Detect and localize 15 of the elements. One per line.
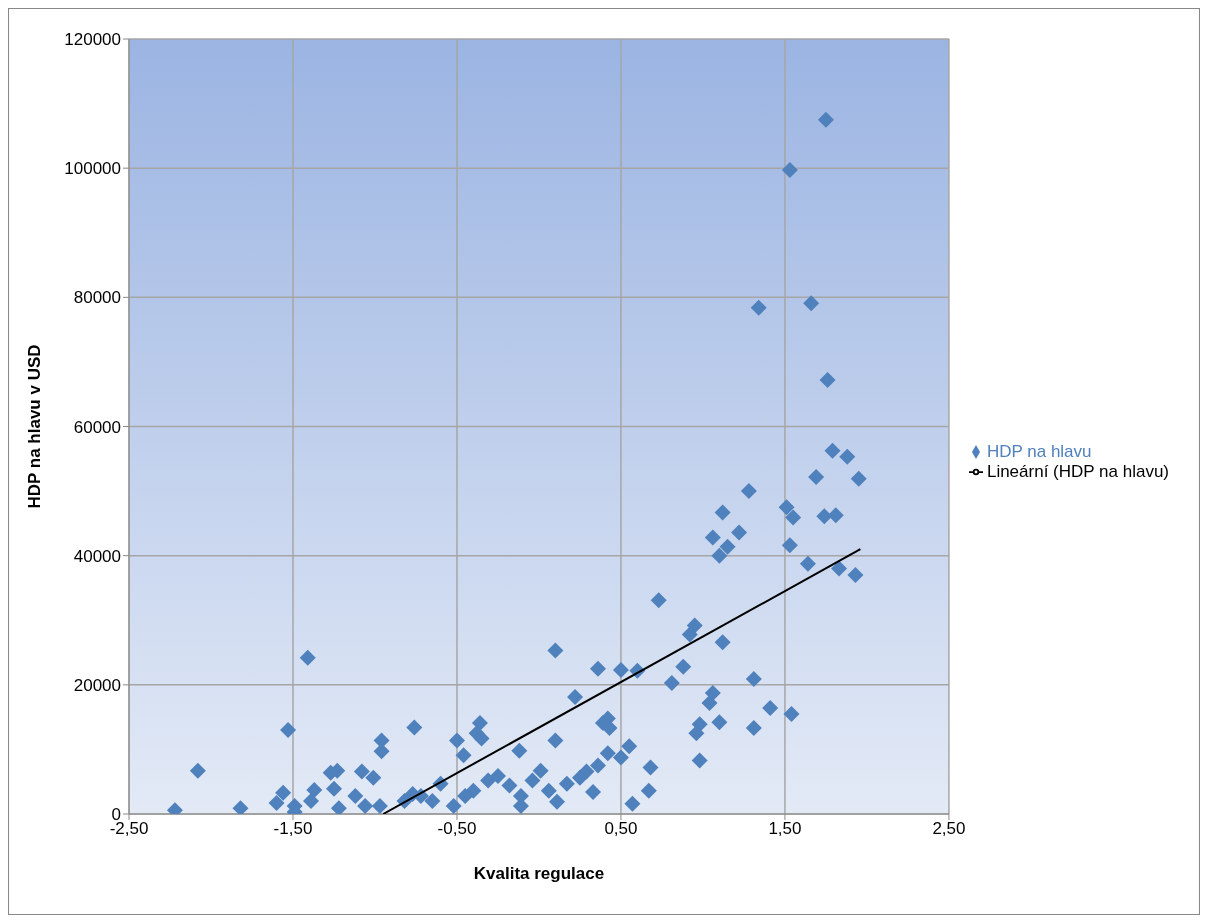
legend-label: Lineární (HDP na hlavu) [986, 461, 1169, 481]
x-tick-label: 0,50 [604, 819, 638, 839]
x-axis-title: Kvalita regulace [473, 864, 605, 883]
y-tick-label: 40000 [73, 546, 121, 566]
x-tick-label: -1,50 [273, 819, 313, 839]
y-tick-label: 120000 [64, 30, 121, 50]
y-tick-label: 60000 [73, 417, 121, 437]
x-tick-label: 1,50 [768, 819, 802, 839]
y-tick-label: 100000 [64, 159, 121, 179]
legend-label: HDP na hlavu [986, 441, 1092, 461]
x-tick-label: 2,50 [932, 819, 966, 839]
y-axis-title: HDP na hlavu v USD [25, 344, 45, 509]
x-tick-label: -0,50 [437, 819, 477, 839]
y-tick-label: 80000 [73, 288, 121, 308]
y-tick-label: 20000 [73, 675, 121, 695]
